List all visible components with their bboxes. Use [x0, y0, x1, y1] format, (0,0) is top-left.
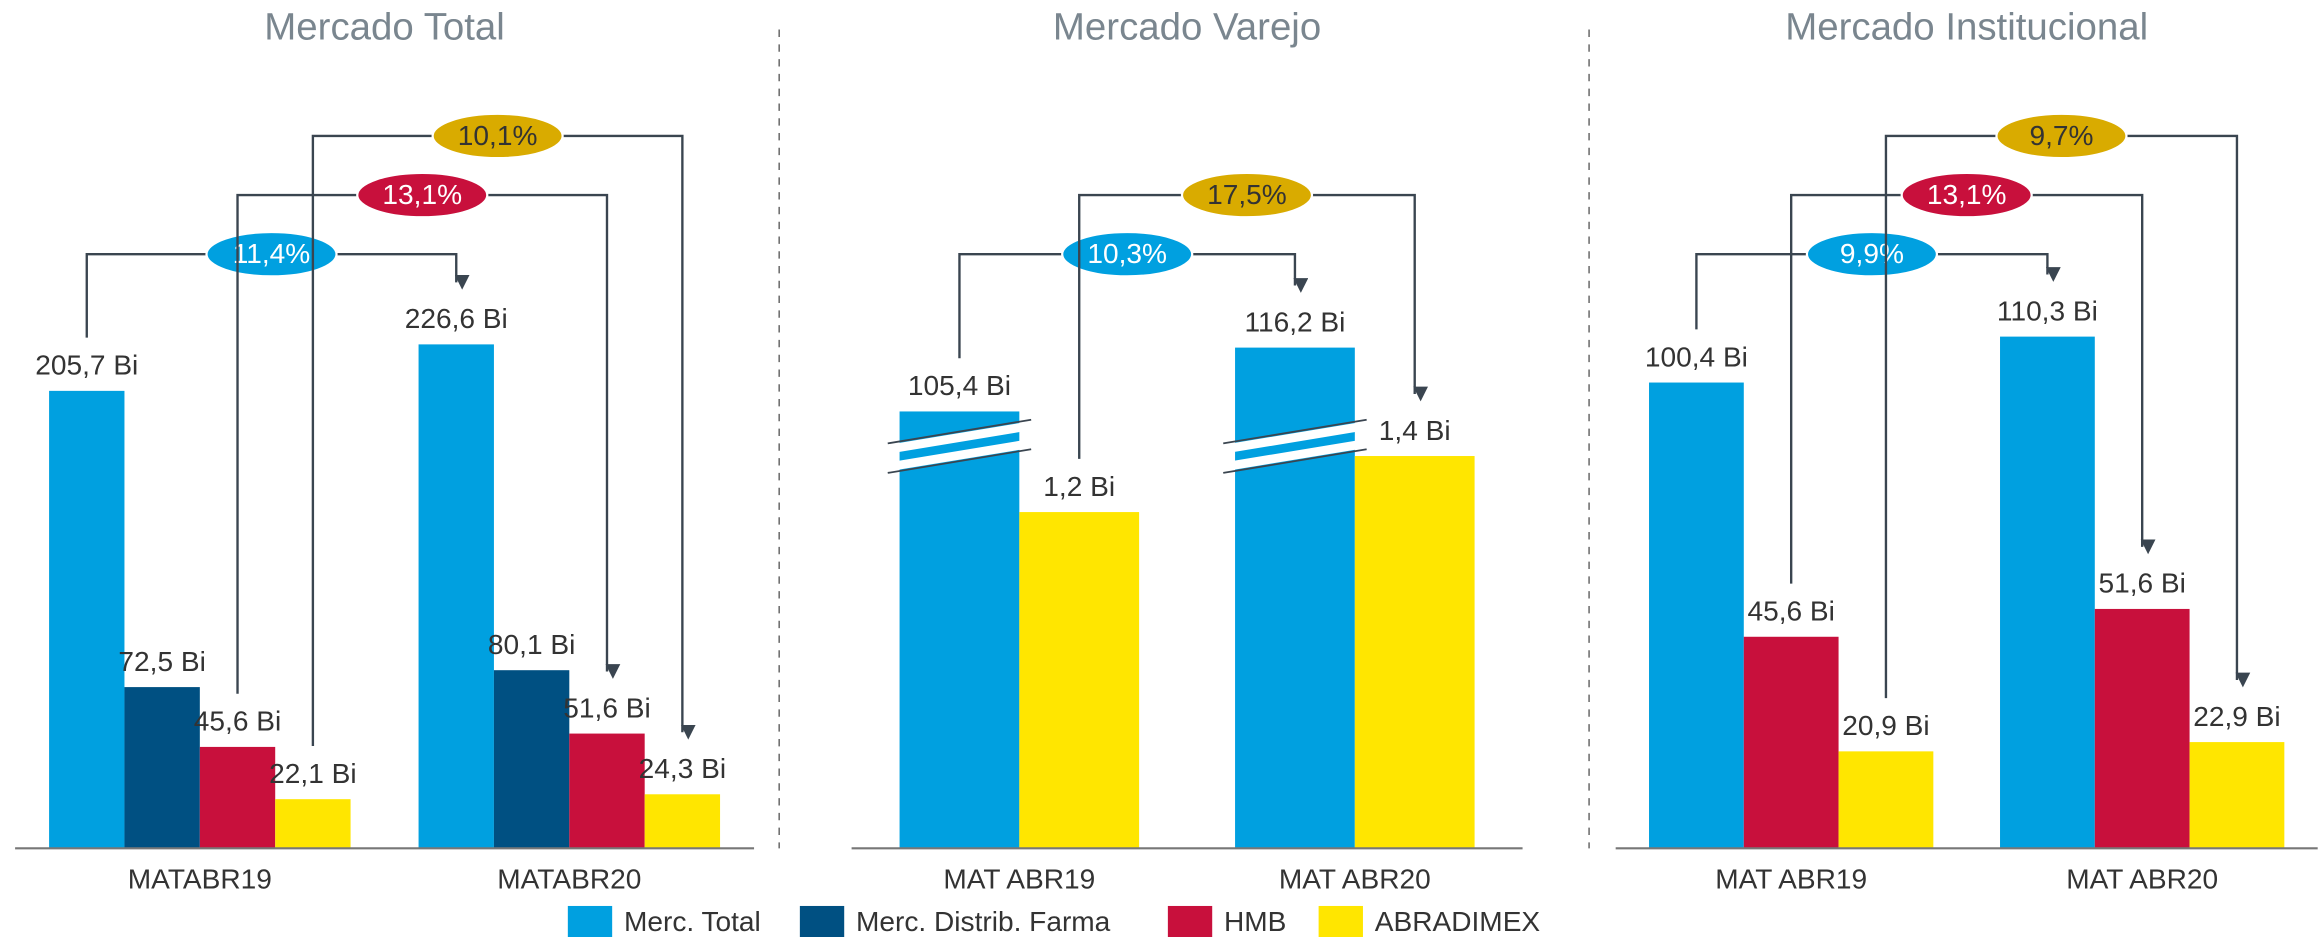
bar	[275, 799, 351, 849]
bar	[49, 390, 125, 849]
bar	[1354, 456, 1475, 849]
growth-pill	[356, 171, 489, 219]
value-label: 116,2 Bi	[1244, 306, 1345, 337]
bar	[1235, 347, 1355, 849]
growth-pill	[1805, 230, 1939, 278]
break-mark	[887, 439, 1032, 472]
growth-pill	[1180, 171, 1314, 219]
bar	[2094, 608, 2190, 849]
value-label: 22,9 Bi	[2193, 701, 2280, 732]
growth-label: 17,5%	[1207, 179, 1287, 210]
value-label: 205,7 Bi	[35, 350, 138, 381]
value-label: 72,5 Bi	[118, 646, 205, 677]
legend-label: Merc. Total	[624, 906, 761, 937]
growth-label: 9,7%	[2029, 120, 2093, 151]
growth-label: 9,9%	[1840, 238, 1904, 269]
x-tick-label: MATABR19	[128, 863, 272, 894]
x-tick-label: MAT ABR19	[943, 863, 1095, 894]
break-edge	[1223, 448, 1367, 474]
bar	[2000, 336, 2095, 849]
growth-label: 13,1%	[1927, 179, 2007, 210]
legend-label: HMB	[1224, 906, 1286, 937]
bar	[569, 733, 645, 849]
break-edge	[887, 418, 1032, 445]
panel-title: Mercado Varejo	[1053, 6, 1321, 49]
value-label: 226,6 Bi	[405, 303, 508, 334]
panel-title: Mercado Total	[264, 6, 505, 49]
legend-label: ABRADIMEX	[1375, 906, 1541, 937]
break-mark	[1222, 439, 1368, 472]
growth-label: 10,1%	[458, 120, 538, 151]
value-label: 45,6 Bi	[1747, 596, 1834, 627]
value-label: 100,4 Bi	[1645, 341, 1748, 372]
break-mark	[1222, 421, 1368, 454]
break-mark	[887, 421, 1032, 454]
legend-swatch	[1318, 905, 1363, 937]
growth-pill	[431, 112, 564, 160]
growth-label: 10,3%	[1087, 238, 1167, 269]
break-edge	[887, 448, 1032, 474]
growth-label: 11,4%	[233, 238, 311, 269]
legend-swatch	[1167, 905, 1213, 937]
break-edge	[1223, 418, 1367, 445]
legend-swatch	[567, 905, 613, 937]
bar	[644, 794, 721, 849]
growth-pill	[1900, 171, 2033, 219]
growth-pill	[1995, 112, 2128, 160]
value-label: 110,3 Bi	[1997, 295, 2098, 326]
value-label: 20,9 Bi	[1842, 710, 1929, 741]
value-label: 1,4 Bi	[1379, 415, 1451, 446]
x-tick-label: MAT ABR20	[2066, 863, 2218, 894]
bar	[1019, 512, 1140, 849]
bar	[1838, 751, 1934, 849]
growth-label: 13,1%	[382, 179, 462, 210]
bar	[418, 344, 494, 849]
legend-swatch	[799, 905, 845, 937]
bar	[493, 670, 570, 849]
x-tick-label: MAT ABR20	[1279, 863, 1431, 894]
value-label: 80,1 Bi	[488, 629, 575, 660]
bar	[1743, 636, 1839, 849]
value-label: 51,6 Bi	[2098, 568, 2185, 599]
x-tick-label: MAT ABR19	[1715, 863, 1867, 894]
value-label: 1,2 Bi	[1043, 471, 1115, 502]
value-label: 45,6 Bi	[194, 706, 281, 737]
x-tick-label: MATABR20	[497, 863, 641, 894]
bar	[1649, 382, 1744, 849]
value-label: 105,4 Bi	[908, 370, 1011, 401]
bar	[2189, 742, 2285, 849]
legend-label: Merc. Distrib. Farma	[856, 906, 1111, 937]
growth-pill	[205, 230, 338, 278]
panel-title: Mercado Institucional	[1785, 6, 2148, 49]
value-label: 24,3 Bi	[639, 753, 726, 784]
bar	[899, 411, 1020, 849]
value-label: 51,6 Bi	[563, 692, 650, 723]
bar	[199, 746, 276, 849]
value-label: 22,1 Bi	[269, 758, 356, 789]
bar	[124, 687, 200, 849]
growth-pill	[1061, 230, 1194, 278]
